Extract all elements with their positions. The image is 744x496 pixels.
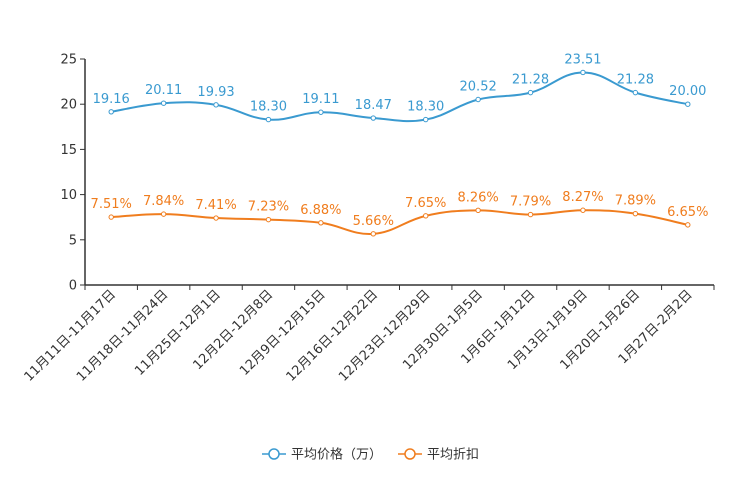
series-line <box>111 71 689 123</box>
data-label: 21.28 <box>617 73 654 88</box>
data-label: 23.51 <box>564 52 601 67</box>
data-point[interactable] <box>213 215 219 221</box>
series-average-discount: 7.51% 7.84% 7.41% 7.23% 6.88% 5.66% 7.65% 8.26%… <box>91 190 708 237</box>
data-point[interactable] <box>632 89 639 96</box>
y-axis: 0 5 10 15 20 25 <box>60 53 86 294</box>
data-point[interactable] <box>265 216 272 223</box>
data-label: 6.88% <box>300 203 341 218</box>
legend-label: 平均价格（万） <box>291 447 382 463</box>
data-point[interactable] <box>265 116 272 123</box>
data-point[interactable] <box>685 222 691 228</box>
series-line <box>111 209 688 235</box>
y-tick-label: 0 <box>69 279 77 294</box>
legend: 平均价格（万） 平均折扣 <box>262 447 479 463</box>
data-label: 8.26% <box>457 190 498 205</box>
y-tick-label: 25 <box>60 53 77 68</box>
data-label: 5.66% <box>353 214 394 229</box>
data-label: 21.28 <box>512 73 549 88</box>
data-point[interactable] <box>632 210 639 217</box>
x-axis: 11月11日-11月17日11月18日-11月24日11月25日-12月1日12… <box>22 284 715 385</box>
data-point[interactable] <box>160 211 167 217</box>
data-point[interactable] <box>423 213 429 219</box>
data-point[interactable] <box>580 69 586 76</box>
data-label: 7.51% <box>91 197 132 212</box>
data-point[interactable] <box>160 100 167 106</box>
data-label: 6.65% <box>667 205 708 220</box>
data-label: 7.89% <box>615 194 656 209</box>
x-tick-label: 12月16日-12月22日 <box>284 287 381 384</box>
y-tick-label: 5 <box>69 233 77 248</box>
x-tick-label: 12月23日-12月29日 <box>336 287 433 384</box>
data-point[interactable] <box>370 231 376 237</box>
data-point[interactable] <box>108 214 114 220</box>
data-label: 8.27% <box>562 190 603 205</box>
data-point[interactable] <box>370 115 376 121</box>
data-label: 19.11 <box>302 92 339 107</box>
data-label: 20.52 <box>460 79 497 94</box>
data-label: 18.30 <box>250 100 287 115</box>
y-tick-label: 15 <box>60 143 77 158</box>
legend-item[interactable]: 平均折扣 <box>398 448 479 463</box>
data-label: 18.30 <box>407 100 444 115</box>
legend-circle-icon <box>404 448 416 460</box>
data-point[interactable] <box>318 220 324 226</box>
data-point[interactable] <box>213 102 219 108</box>
y-tick-label: 10 <box>60 188 77 203</box>
data-label: 19.93 <box>197 85 234 100</box>
legend-label: 平均折扣 <box>427 448 479 463</box>
data-label: 7.41% <box>195 198 236 213</box>
x-tick-label: 11月18日-11月24日 <box>74 287 171 384</box>
data-point[interactable] <box>423 116 429 123</box>
data-point[interactable] <box>475 96 481 103</box>
data-point[interactable] <box>318 109 324 115</box>
data-point[interactable] <box>527 211 534 218</box>
data-label: 19.16 <box>93 92 130 107</box>
legend-circle-icon <box>268 448 280 460</box>
data-label: 7.79% <box>510 195 551 210</box>
y-tick-label: 20 <box>60 98 77 113</box>
series-layer: 19.16 20.11 19.93 18.30 19.11 18.47 18.30 20.52… <box>91 52 708 237</box>
data-point[interactable] <box>527 89 534 96</box>
data-label: 7.65% <box>405 196 446 211</box>
data-point[interactable] <box>580 207 586 213</box>
data-point[interactable] <box>475 207 481 214</box>
legend-item[interactable]: 平均价格（万） <box>262 447 382 463</box>
data-label: 18.47 <box>355 98 392 113</box>
data-label: 20.11 <box>145 83 182 98</box>
data-label: 20.00 <box>669 84 706 99</box>
data-label: 7.23% <box>248 200 289 215</box>
data-label: 7.84% <box>143 194 184 209</box>
series-average-price: 19.16 20.11 19.93 18.30 19.11 18.47 18.30 20.52… <box>93 52 706 123</box>
x-tick-label: 11月11日-11月17日 <box>22 287 119 384</box>
data-point[interactable] <box>685 101 691 107</box>
data-point[interactable] <box>108 109 114 115</box>
